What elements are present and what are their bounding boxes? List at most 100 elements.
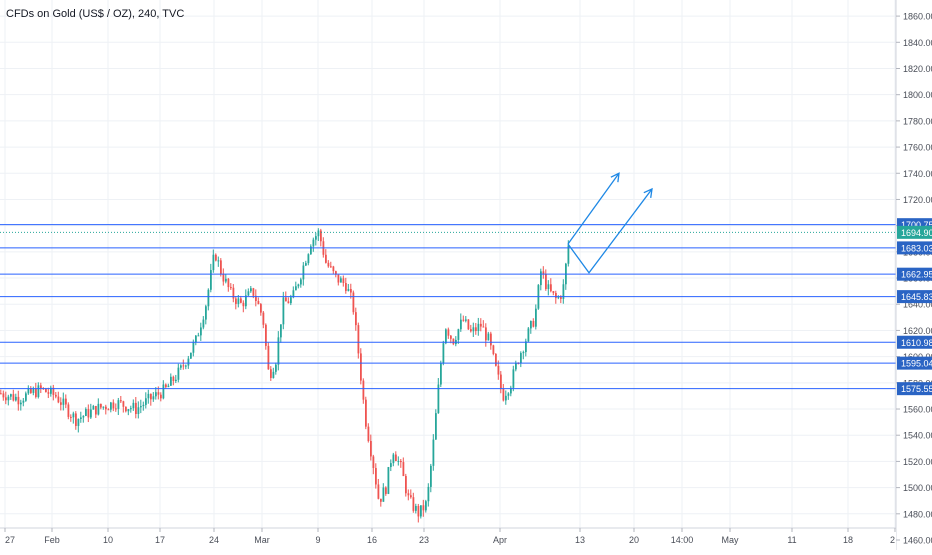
- candle-body-90: [225, 278, 227, 282]
- price-tick-label-5: 1760.00: [903, 143, 932, 153]
- candle-body-152: [380, 498, 382, 502]
- candle-body-133: [332, 266, 335, 272]
- time-tick-label-12: 14:00: [671, 535, 694, 545]
- candle-body-156: [390, 463, 392, 468]
- candle-body-161: [402, 462, 405, 477]
- time-tick-label-7: 16: [367, 535, 377, 545]
- candle-body-43: [107, 409, 110, 411]
- candle-body-18: [45, 388, 47, 393]
- candle-body-136: [340, 278, 342, 283]
- candle-body-88: [220, 260, 222, 275]
- candle-body-117: [292, 290, 295, 298]
- candle-body-1: [2, 393, 5, 398]
- candle-body-180: [450, 335, 452, 339]
- level-label-0: 1700.75: [901, 220, 932, 230]
- candle-body-224: [560, 297, 562, 299]
- candle-body-8: [20, 402, 22, 405]
- candle-body-93: [232, 287, 235, 299]
- candle-body-189: [472, 327, 475, 332]
- candle-body-143: [357, 325, 360, 354]
- price-tick-label-4: 1780.00: [903, 116, 932, 126]
- candle-body-97: [242, 302, 245, 307]
- candle-body-128: [320, 230, 322, 242]
- candle-body-163: [407, 493, 410, 496]
- candle-body-102: [255, 295, 257, 302]
- candle-body-225: [562, 284, 565, 299]
- candle-body-96: [240, 298, 242, 303]
- candle-body-174: [435, 413, 437, 440]
- candle-body-0: [0, 393, 2, 395]
- candle-body-21: [52, 387, 55, 395]
- candle-body-179: [447, 329, 450, 336]
- candle-body-110: [275, 364, 277, 372]
- candle-body-151: [377, 484, 380, 499]
- candle-body-54: [135, 402, 137, 414]
- price-tick-label-7: 1720.00: [903, 195, 932, 205]
- candle-body-205: [512, 369, 515, 388]
- level-label-6-bg: [897, 382, 932, 396]
- candle-body-177: [442, 343, 445, 364]
- candle-body-30: [75, 413, 77, 426]
- candle-body-132: [330, 266, 332, 268]
- candle-body-12: [30, 388, 32, 393]
- candle-body-206: [515, 363, 517, 370]
- price-tick-label-11: 1640.00: [903, 300, 932, 310]
- candle-body-19: [47, 392, 50, 394]
- candle-body-31: [77, 418, 80, 426]
- candle-body-208: [520, 353, 522, 364]
- current-price-label-bg: [897, 225, 932, 239]
- time-axis[interactable]: 27 Feb 10 17 24 Mar 9 16 23 Apr 13 20 14:00 May 11 18 2: [0, 527, 896, 550]
- candle-body-78: [195, 335, 197, 343]
- candle-body-184: [460, 319, 462, 330]
- candle-body-199: [497, 365, 500, 375]
- candle-body-68: [170, 376, 172, 386]
- candle-body-108: [270, 369, 272, 378]
- candle-body-162: [405, 476, 407, 494]
- price-tick-label-12: 1620.00: [903, 326, 932, 336]
- time-tick-label-15: 18: [843, 535, 853, 545]
- candle-body-37: [92, 406, 95, 410]
- projection-arrowhead-1: [643, 187, 653, 198]
- time-tick-label-2: 10: [103, 535, 113, 545]
- candle-body-63: [157, 392, 160, 395]
- candle-body-53: [132, 402, 135, 409]
- candle-body-87: [217, 260, 220, 262]
- candle-body-65: [162, 384, 165, 399]
- time-tick-label-3: 17: [155, 535, 165, 545]
- candle-body-187: [467, 319, 470, 330]
- candle-body-11: [27, 388, 30, 394]
- time-axis-bg: [0, 528, 896, 550]
- candle-body-212: [530, 320, 532, 329]
- candle-body-219: [547, 284, 550, 290]
- level-label-2: 1662.95: [901, 270, 932, 280]
- candle-body-114: [285, 297, 287, 302]
- candle-body-74: [185, 365, 187, 367]
- candle-body-192: [480, 323, 482, 327]
- candle-body-196: [490, 333, 492, 346]
- candle-body-13: [32, 388, 35, 393]
- candle-body-149: [372, 456, 375, 468]
- level-label-3: 1645.83: [901, 292, 932, 302]
- candle-body-157: [392, 454, 395, 464]
- price-axis[interactable]: 1860.00 1840.00 1820.00 1800.00 1780.00 1760.…: [895, 0, 932, 550]
- candle-body-188: [470, 329, 472, 332]
- candle-body-214: [535, 308, 537, 327]
- candle-body-70: [175, 379, 177, 382]
- candle-body-59: [147, 393, 150, 399]
- candle-body-203: [507, 393, 510, 396]
- candle-body-178: [445, 329, 447, 344]
- price-tick-label-0: 1860.00: [903, 12, 932, 22]
- candle-body-150: [375, 467, 377, 485]
- candle-body-98: [245, 295, 247, 307]
- price-tick-label-3: 1800.00: [903, 90, 932, 100]
- candle-body-46: [115, 408, 117, 410]
- candle-body-173: [432, 439, 435, 466]
- candle-body-67: [167, 385, 170, 388]
- candle-body-104: [260, 304, 262, 313]
- candle-body-16: [40, 385, 42, 389]
- candle-body-175: [437, 384, 440, 414]
- grid-lines: [0, 0, 896, 541]
- candle-body-7: [17, 396, 20, 405]
